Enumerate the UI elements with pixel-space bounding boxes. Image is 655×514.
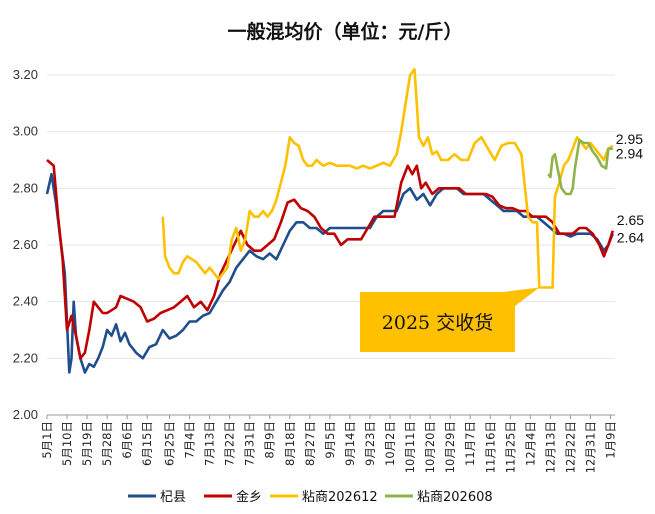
x-tick-label: 1月9日 [604,421,618,459]
x-tick-label: 10月2日 [383,421,397,466]
end-value-label: 2.65 [617,212,644,228]
legend: 杞县 金乡 粘商202612 粘商202608 [128,489,493,505]
y-tick-label: 2.00 [13,407,38,422]
x-tick-label: 11月25日 [503,421,517,473]
end-value-label: 2.95 [616,131,643,147]
x-tick-label: 10月11日 [403,421,417,473]
series-line [161,68,614,289]
y-tick-label: 2.80 [13,180,38,195]
x-tick-label: 6月6日 [120,421,134,459]
x-tick-label: 12月31日 [583,421,597,473]
x-tick-label: 5月1日 [40,421,54,459]
end-value-label: 2.64 [617,230,644,246]
end-value-label: 2.94 [616,146,643,162]
legend-label: 杞县 [160,490,186,505]
x-tick-label: 10月29日 [443,421,457,473]
x-tick-label: 9月5日 [323,421,337,459]
annotation-box [360,292,515,352]
x-tick-label: 8月18日 [283,421,297,466]
x-tick-label: 9月14日 [343,421,357,466]
x-tick-label: 9月23日 [363,421,377,466]
x-tick-label: 12月13日 [543,421,557,473]
x-tick-label: 12月22日 [563,421,577,473]
x-tick-label: 7月4日 [183,421,197,459]
y-tick-label: 3.00 [13,124,38,139]
x-tick-label: 5月10日 [60,421,74,466]
x-tick-label: 8月27日 [303,421,317,466]
series-lines [45,68,615,374]
y-tick-label: 2.40 [13,294,38,309]
x-tick-label: 5月28日 [100,421,114,466]
end-labels: 2.64 2.65 2.952.94 [616,131,644,246]
x-tick-label: 7月13日 [203,421,217,466]
legend-label: 粘商202612 [302,490,378,505]
annotation-text: 2025 交收货 [382,312,493,334]
legend-label: 金乡 [236,489,262,505]
chart-title: 一般混均价（单位：元/斤） [228,20,463,43]
x-tick-label: 5月19日 [80,421,94,466]
y-tick-label: 2.60 [13,237,38,252]
x-tick-label: 11月7日 [463,421,477,466]
x-tick-label: 6月25日 [163,421,177,466]
series-line [46,159,615,360]
legend-label: 粘商202608 [417,490,493,505]
x-tick-label: 7月31日 [243,421,257,466]
series-line [547,138,613,196]
y-grid-lines [47,74,615,416]
x-tick-label: 8月9日 [263,421,277,459]
x-tick-label: 6月15日 [140,421,154,466]
x-axis: 5月1日 5月10日 5月19日 5月28日 6月6日 6月15日 6月25日 7月4日 7月1… [40,415,618,473]
y-tick-label: 2.20 [13,350,38,365]
x-tick-label: 10月20日 [423,421,437,473]
x-tick-label: 12月4日 [523,421,537,466]
annotation: 2025 交收货 [360,287,540,352]
y-tick-label: 3.20 [13,67,38,82]
series-line [45,172,615,374]
x-tick-label: 7月22日 [223,421,237,466]
y-axis-ticks: 2.00 2.20 2.40 2.60 2.80 3.00 3.20 [13,67,38,422]
x-tick-label: 11月16日 [483,421,497,473]
